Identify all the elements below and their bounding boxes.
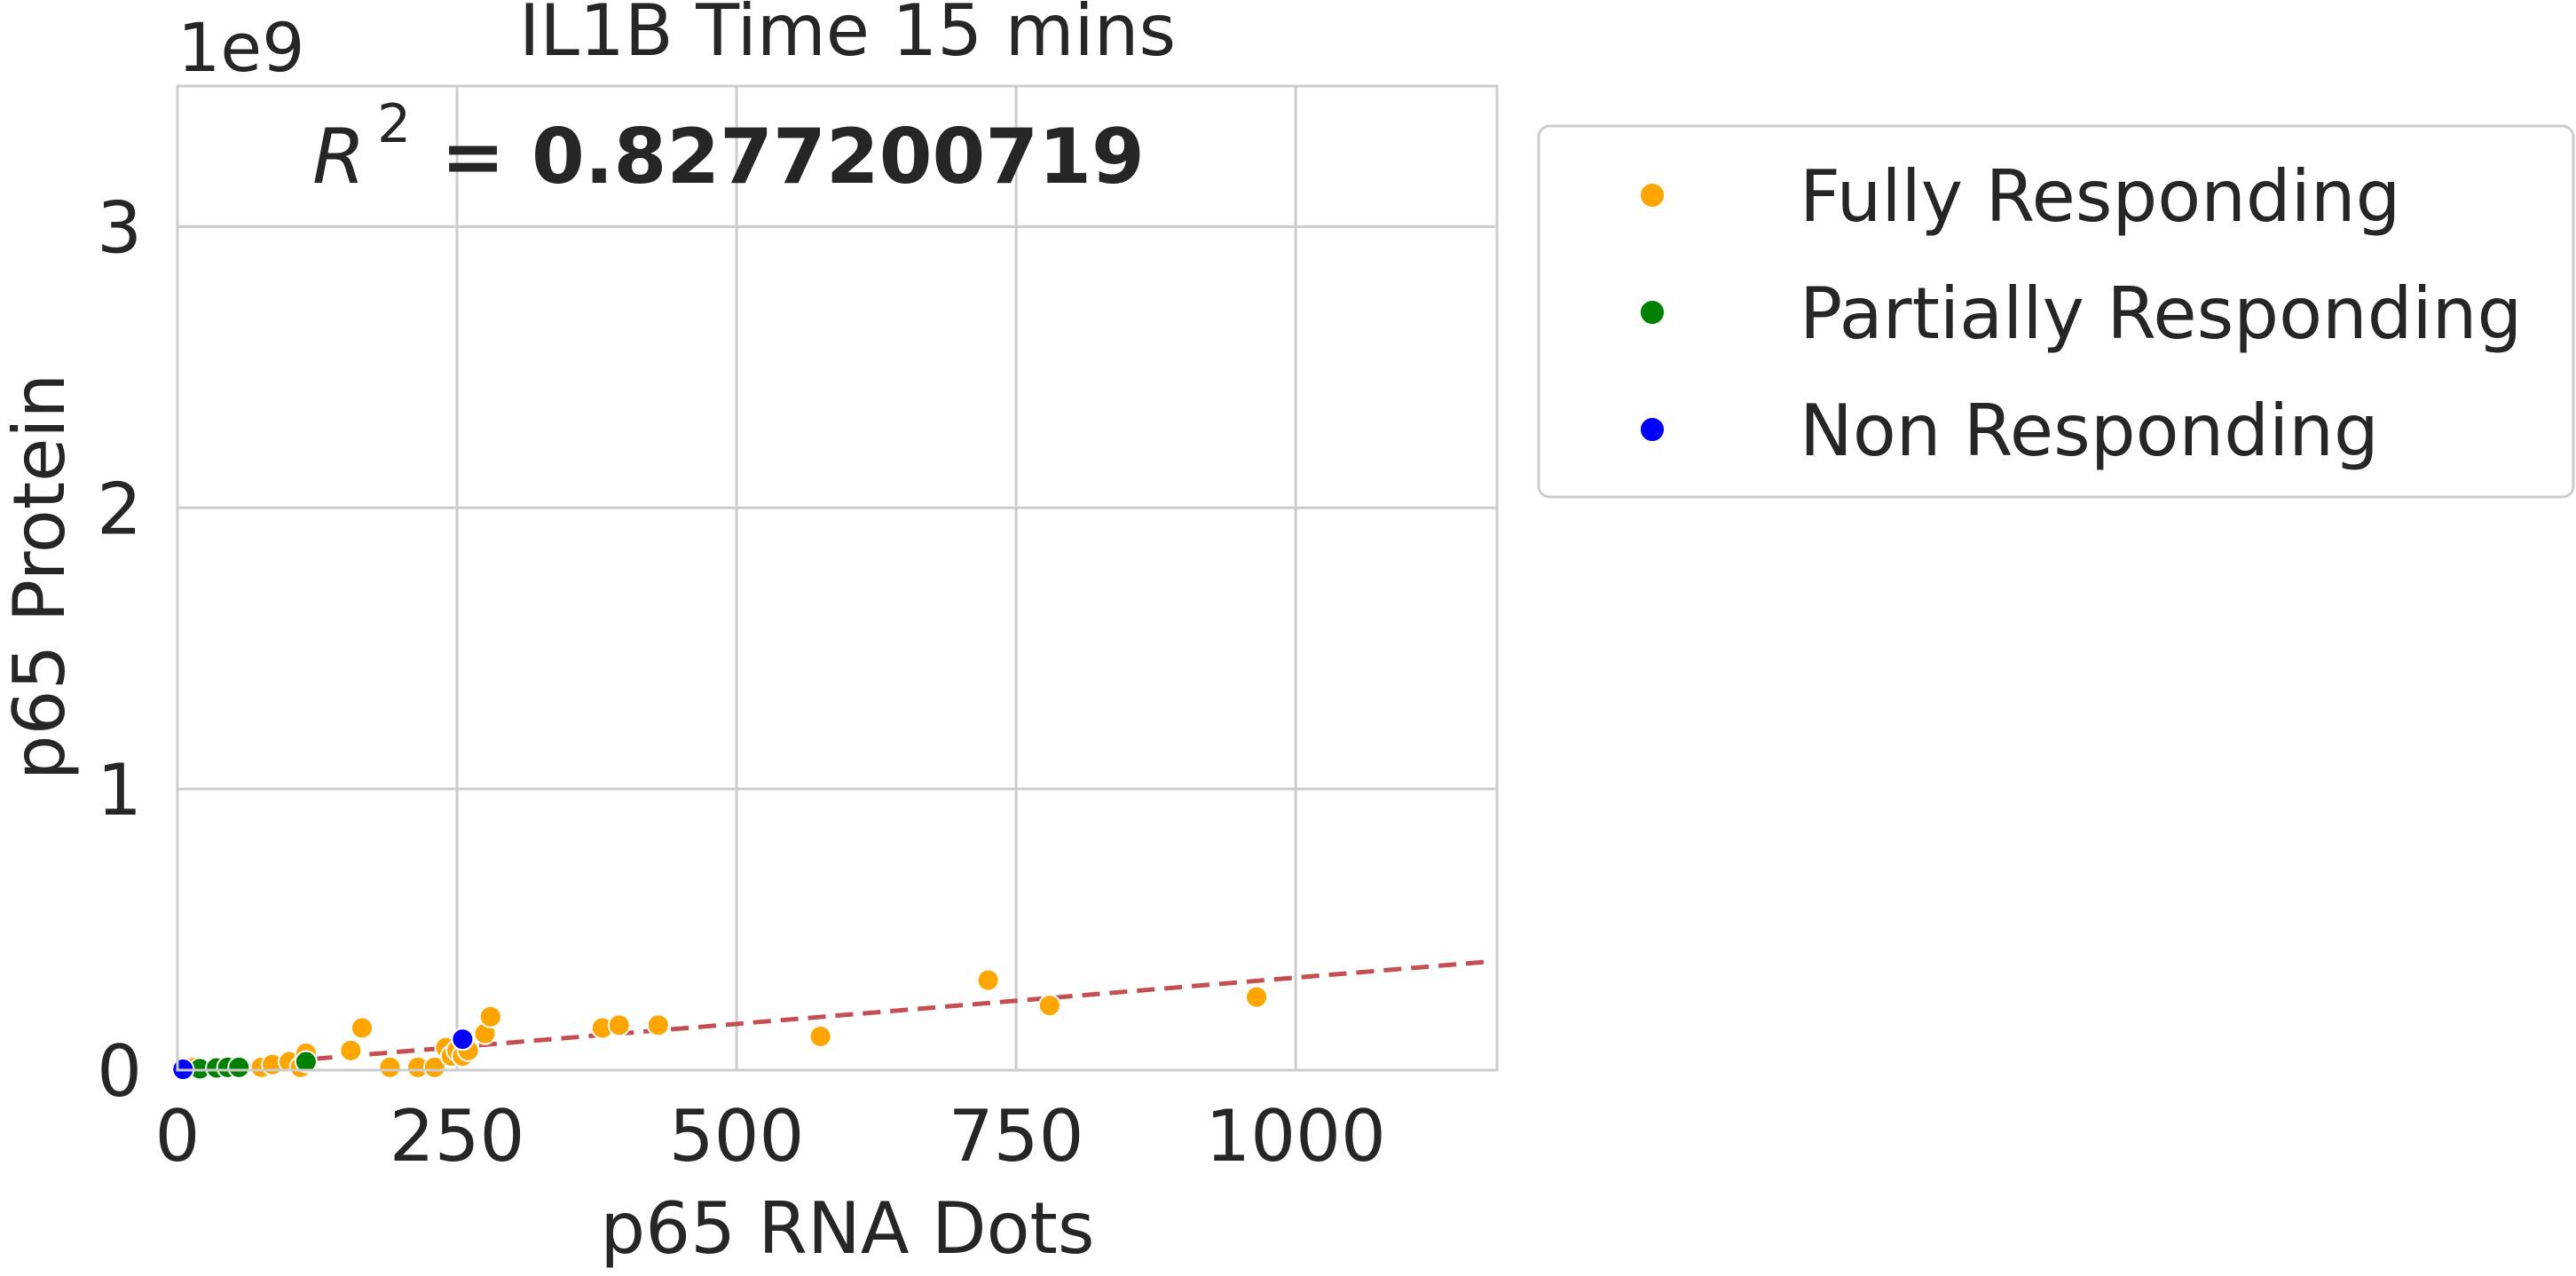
chart-title: IL1B Time 15 mins	[519, 0, 1176, 72]
r-squared-exponent: 2	[377, 93, 411, 155]
y-tick-label: 3	[97, 186, 142, 269]
y-tick-label: 1	[97, 749, 142, 831]
legend: Fully Responding Partially Responding Non …	[1537, 124, 2575, 499]
legend-marker-partially-responding	[1639, 299, 1666, 326]
data-points	[171, 968, 1269, 1082]
x-tick-label: 250	[390, 1095, 525, 1178]
point-fully-responding	[1245, 985, 1269, 1009]
point-fully-responding	[378, 1055, 402, 1079]
point-fully-responding	[808, 1024, 832, 1048]
point-fully-responding	[478, 1004, 502, 1028]
x-tick-label: 1000	[1205, 1095, 1386, 1178]
point-partially-responding	[227, 1055, 251, 1079]
r-squared-value: = 0.8277200719	[441, 113, 1145, 201]
point-non-responding	[451, 1028, 475, 1052]
y-axis-label: p65 Protein	[0, 374, 81, 780]
legend-label-non-responding: Non Responding	[1800, 390, 2379, 472]
legend-label-fully-responding: Fully Responding	[1800, 155, 2400, 238]
y-tick-label: 2	[97, 468, 142, 550]
x-tick-label: 500	[669, 1095, 805, 1178]
y-tick-label: 0	[97, 1030, 142, 1113]
plot-frame	[176, 84, 1499, 1072]
point-fully-responding	[422, 1055, 446, 1079]
y-offset-label: 1e9	[177, 8, 304, 87]
x-axis-label: p65 RNA Dots	[600, 1187, 1094, 1270]
legend-marker-non-responding	[1639, 416, 1666, 443]
legend-box	[1537, 124, 2575, 499]
legend-label-partially-responding: Partially Responding	[1800, 272, 2522, 355]
r-squared-symbol: R	[312, 113, 366, 201]
point-partially-responding	[294, 1050, 318, 1074]
x-tick-label: 750	[949, 1095, 1084, 1178]
point-fully-responding	[646, 1013, 670, 1037]
point-fully-responding	[607, 1013, 631, 1037]
point-fully-responding	[350, 1016, 374, 1040]
point-fully-responding	[339, 1038, 363, 1062]
x-tick-label: 0	[155, 1095, 201, 1178]
tick-labels: 0 250 500 750 1000 0 1 2 3	[97, 186, 1386, 1178]
point-fully-responding	[1037, 994, 1061, 1018]
point-fully-responding	[976, 968, 1000, 992]
legend-marker-fully-responding	[1639, 182, 1666, 209]
